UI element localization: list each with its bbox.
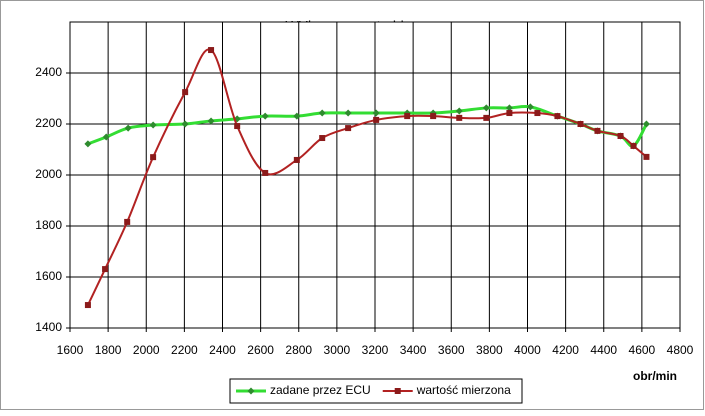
marker xyxy=(319,135,326,142)
marker xyxy=(261,112,269,120)
y-tick-label: 1400 xyxy=(35,320,62,334)
marker xyxy=(124,218,131,225)
x-axis-label: obr/min xyxy=(633,369,677,383)
marker xyxy=(102,133,110,141)
legend-marker xyxy=(247,387,255,395)
marker xyxy=(455,107,463,115)
marker xyxy=(84,140,92,148)
x-tick-label: 3400 xyxy=(400,343,427,357)
x-tick-label: 2000 xyxy=(133,343,160,357)
y-tick-label: 2200 xyxy=(35,116,62,130)
y-tick-label: 2400 xyxy=(35,65,62,79)
marker xyxy=(554,113,561,120)
marker xyxy=(234,123,241,130)
marker xyxy=(577,121,584,127)
marker xyxy=(642,120,650,128)
x-tick-label: 3600 xyxy=(438,343,465,357)
marker xyxy=(643,153,650,160)
marker xyxy=(594,127,601,134)
x-tick-label: 4400 xyxy=(590,343,617,357)
legend-label: wartość mierzona xyxy=(416,383,511,397)
marker xyxy=(293,156,300,163)
marker xyxy=(345,125,352,132)
x-tick-label: 1600 xyxy=(57,343,84,357)
marker xyxy=(617,132,624,139)
marker xyxy=(505,104,513,112)
x-tick-label: 2400 xyxy=(209,343,236,357)
marker xyxy=(482,104,490,112)
marker xyxy=(149,121,157,129)
marker xyxy=(526,103,534,111)
x-tick-label: 2800 xyxy=(285,343,312,357)
marker xyxy=(262,169,269,176)
marker xyxy=(84,302,91,309)
marker xyxy=(102,266,109,273)
legend-marker xyxy=(394,388,401,394)
x-tick-label: 3000 xyxy=(324,343,351,357)
x-tick-label: 2600 xyxy=(247,343,274,357)
marker xyxy=(207,117,215,125)
plot-frame xyxy=(69,21,681,329)
marker xyxy=(372,109,380,117)
marker xyxy=(124,124,132,132)
x-tick-label: 2200 xyxy=(171,343,198,357)
marker xyxy=(344,109,352,117)
marker xyxy=(483,114,490,121)
marker xyxy=(182,89,189,96)
marker xyxy=(456,114,463,121)
marker xyxy=(318,109,326,117)
x-tick-label: 4800 xyxy=(667,343,694,357)
legend-box xyxy=(229,378,523,404)
marker xyxy=(181,120,189,128)
x-tick-label: 4000 xyxy=(514,343,541,357)
marker xyxy=(150,154,157,161)
marker xyxy=(430,113,437,120)
marker xyxy=(630,142,637,149)
x-tick-label: 4600 xyxy=(629,343,656,357)
marker xyxy=(534,110,541,117)
legend-label: zadane przez ECU xyxy=(270,383,371,397)
y-tick-label: 1600 xyxy=(35,269,62,283)
marker xyxy=(373,116,380,123)
x-tick-label: 1800 xyxy=(95,343,122,357)
marker xyxy=(404,113,411,120)
marker xyxy=(208,47,215,54)
y-tick-label: 2000 xyxy=(35,167,62,181)
x-tick-label: 3200 xyxy=(362,343,389,357)
y-tick-label: 1800 xyxy=(35,218,62,232)
marker xyxy=(506,110,513,117)
x-tick-label: 4200 xyxy=(552,343,579,357)
x-tick-label: 3800 xyxy=(476,343,503,357)
marker xyxy=(293,112,301,120)
